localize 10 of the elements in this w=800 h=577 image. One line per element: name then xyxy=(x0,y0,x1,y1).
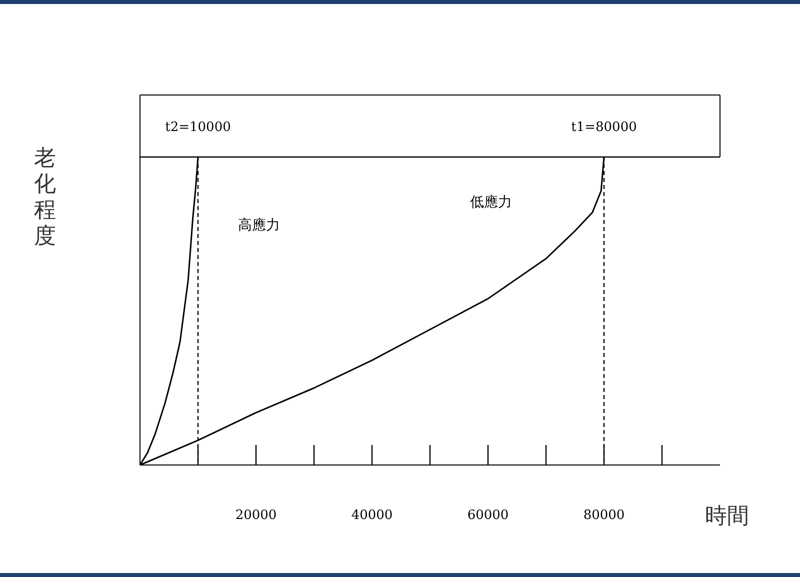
y-axis-title: 老化程度 xyxy=(34,146,56,249)
annotation: 高應力 xyxy=(238,217,280,234)
x-tick-label: 60000 xyxy=(467,508,509,523)
x-tick-label: 20000 xyxy=(235,508,277,523)
ref-line-label: t1=80000 xyxy=(571,120,637,135)
annotation: 低應力 xyxy=(470,194,512,210)
x-tick-label: 80000 xyxy=(583,508,625,523)
x-axis-title: 時間 xyxy=(705,504,749,529)
ref-line-label: t2=10000 xyxy=(165,120,231,135)
x-tick-label: 40000 xyxy=(351,508,393,523)
